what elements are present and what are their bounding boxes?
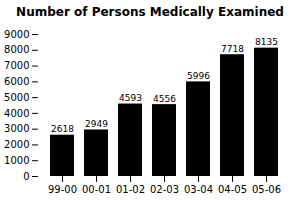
- svg-text:3000: 3000: [4, 123, 29, 134]
- svg-text:8135: 8135: [255, 37, 278, 47]
- svg-text:7000: 7000: [4, 60, 29, 71]
- svg-text:2000: 2000: [4, 139, 29, 150]
- svg-text:01-02: 01-02: [116, 184, 145, 195]
- svg-text:04-05: 04-05: [218, 184, 247, 195]
- svg-text:1000: 1000: [4, 155, 29, 166]
- svg-text:4593: 4593: [119, 93, 142, 103]
- svg-text:0: 0: [23, 171, 29, 182]
- svg-text:4556: 4556: [153, 93, 176, 103]
- svg-text:99-00: 99-00: [48, 184, 77, 195]
- svg-text:02-03: 02-03: [150, 184, 179, 195]
- svg-text:5996: 5996: [187, 71, 210, 81]
- html-text:Number of Persons Medically Ex: Number of Persons Medically Examined: [16, 5, 284, 19]
- svg-text:00-01: 00-01: [82, 184, 111, 195]
- svg-text:9000: 9000: [4, 29, 29, 40]
- svg-text:8000: 8000: [4, 44, 29, 55]
- svg-text:6000: 6000: [4, 76, 29, 87]
- svg-text:4000: 4000: [4, 108, 29, 119]
- svg-text:05-06: 05-06: [252, 184, 281, 195]
- svg-text:7718: 7718: [221, 44, 244, 54]
- svg-text:2949: 2949: [85, 119, 108, 129]
- svg-text:2618: 2618: [51, 124, 74, 134]
- svg-text:03-04: 03-04: [184, 184, 213, 195]
- svg-text:5000: 5000: [4, 92, 29, 103]
